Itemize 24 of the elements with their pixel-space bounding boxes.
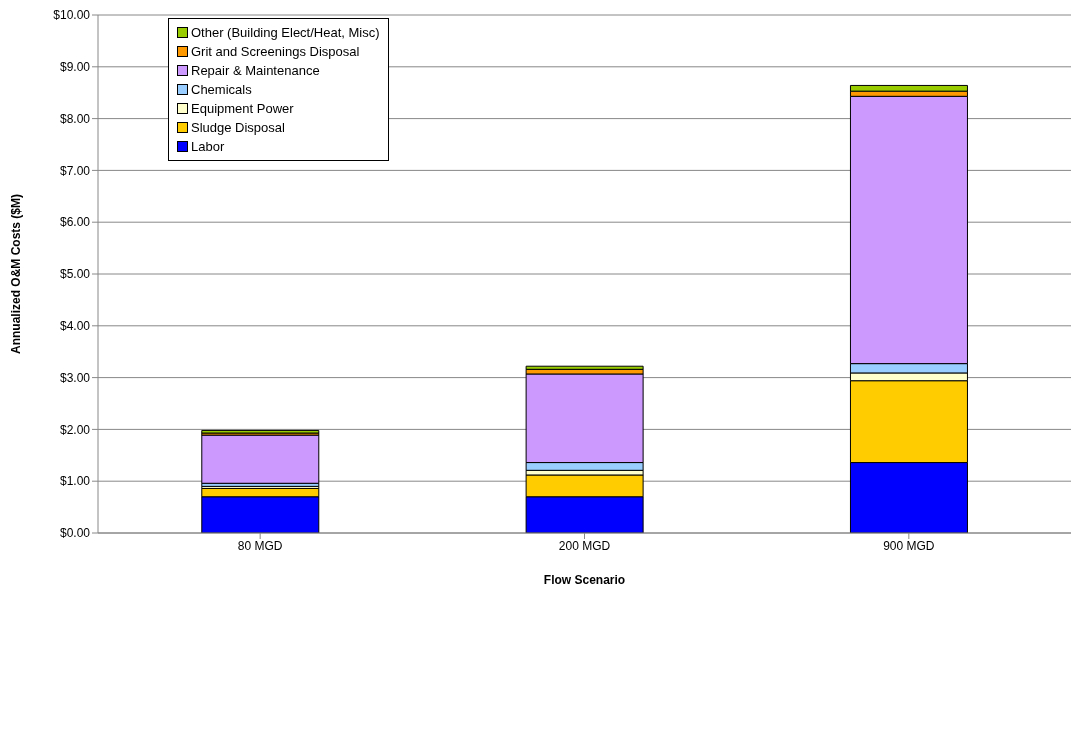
y-tick-label: $4.00 (59, 319, 91, 334)
y-tick-label: $10.00 (53, 8, 91, 23)
legend-label: Labor (191, 139, 225, 154)
legend-label: Grit and Screenings Disposal (191, 44, 360, 59)
legend-label: Equipment Power (191, 101, 294, 116)
y-tick-label: $7.00 (59, 163, 91, 178)
y-tick-label: $9.00 (59, 60, 91, 75)
x-tick-label: 200 MGD (558, 538, 611, 553)
x-tick-label: 80 MGD (237, 538, 283, 553)
legend-label: Other (Building Elect/Heat, Misc) (191, 25, 380, 40)
legend-label: Chemicals (191, 82, 252, 97)
y-tick-label: $5.00 (59, 267, 91, 282)
legend-label: Repair & Maintenance (191, 63, 320, 78)
y-tick-label: $2.00 (59, 422, 91, 437)
x-tick-label: 900 MGD (883, 538, 935, 553)
legend-label: Sludge Disposal (191, 120, 285, 135)
y-tick-label: $0.00 (59, 526, 91, 541)
y-tick-label: $6.00 (59, 215, 91, 230)
bar (201, 434, 320, 484)
y-tick-label: $1.00 (59, 474, 91, 489)
x-axis-title: Flow Scenario (543, 572, 626, 587)
y-tick-label: $3.00 (59, 370, 91, 385)
y-tick-label: $8.00 (59, 111, 91, 126)
y-axis-title: Annualized O&M Costs ($M) (9, 193, 24, 355)
